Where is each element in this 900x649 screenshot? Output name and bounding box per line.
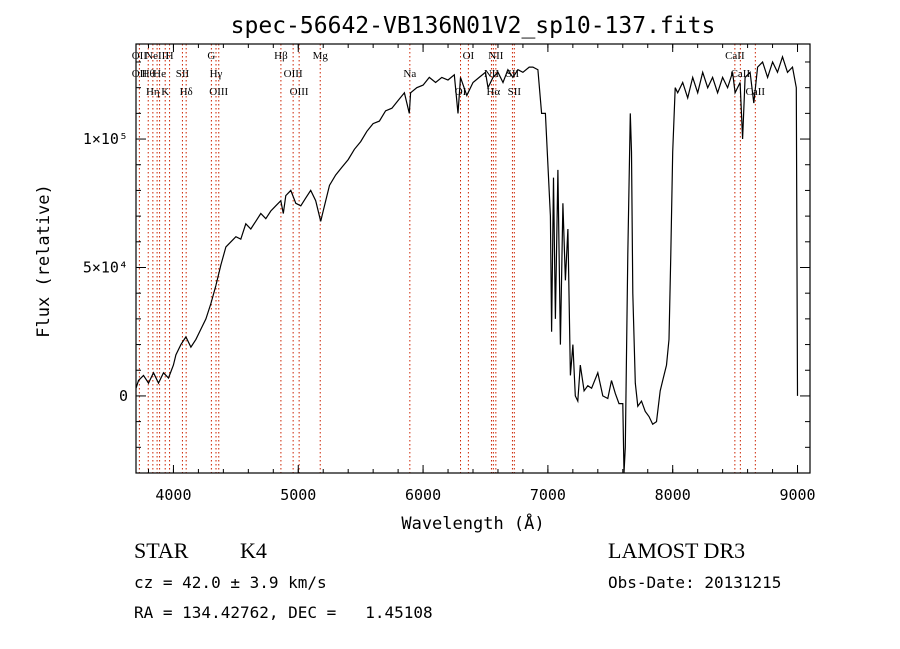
x-tick-label: 5000 — [280, 486, 316, 504]
chart-title: spec-56642-VB136N01V2_sp10-137.fits — [231, 13, 716, 39]
object-subclass: K4 — [240, 538, 267, 563]
x-tick-label: 8000 — [655, 486, 691, 504]
x-tick-label: 6000 — [405, 486, 441, 504]
plot-frame — [135, 43, 811, 474]
obs-date: Obs-Date: 20131215 — [608, 573, 782, 592]
line-marker-label: Hθ — [142, 68, 155, 80]
line-marker-label: OIII — [284, 68, 303, 80]
spectrum-line — [135, 54, 799, 474]
line-marker-label: SII — [176, 68, 190, 80]
line-marker-label: NeIII — [145, 50, 169, 62]
line-marker-label: OI — [463, 50, 475, 62]
redshift-cz: cz = 42.0 ± 3.9 km/s — [134, 573, 327, 592]
line-marker-label: Hβ — [274, 50, 288, 62]
line-marker-label: Hγ — [210, 68, 223, 80]
line-marker-label: Hδ — [180, 86, 193, 98]
y-tick-label: 0 — [119, 387, 128, 405]
line-marker-label: He — [153, 68, 166, 80]
object-class: STAR — [134, 538, 189, 563]
x-axis-label: Wavelength (Å) — [401, 512, 544, 534]
line-marker-label: NII — [484, 68, 500, 80]
line-marker-label: G — [207, 50, 215, 62]
y-axis-label: Flux (relative) — [34, 184, 54, 338]
ra-dec: RA = 134.42762, DEC = 1.45108 — [134, 603, 433, 622]
x-tick-label: 7000 — [530, 486, 566, 504]
line-marker-label: OI — [455, 86, 467, 98]
line-marker-label: SII — [508, 86, 522, 98]
line-marker-label: Mg — [313, 50, 329, 62]
line-marker-label: Hη — [146, 86, 160, 98]
line-marker-label: H — [166, 50, 174, 62]
line-marker-label: Hα — [486, 86, 500, 98]
x-axis-ticks: 4000 5000 6000 7000 8000 9000 — [147, 44, 816, 504]
line-marker-label: K — [161, 86, 169, 98]
line-marker-label: NII — [488, 50, 504, 62]
x-tick-label: 4000 — [155, 486, 191, 504]
line-marker-label: CaII — [725, 50, 745, 62]
line-marker-label: Na — [403, 68, 416, 80]
y-axis-ticks: 0 5×10⁴ 1×10⁵ — [83, 61, 810, 448]
line-markers — [138, 44, 756, 473]
line-marker-label: OIII — [209, 86, 228, 98]
y-tick-label: 1×10⁵ — [83, 130, 128, 148]
line-marker-label: OIII — [290, 86, 309, 98]
line-marker-labels: OIIOIIHθHηNeIIIHeKHSIIHδGHγOIIIHβOIIIOII… — [132, 50, 766, 98]
x-tick-label: 9000 — [779, 486, 815, 504]
y-tick-label: 5×10⁴ — [83, 258, 128, 276]
survey-name: LAMOST DR3 — [608, 538, 746, 563]
